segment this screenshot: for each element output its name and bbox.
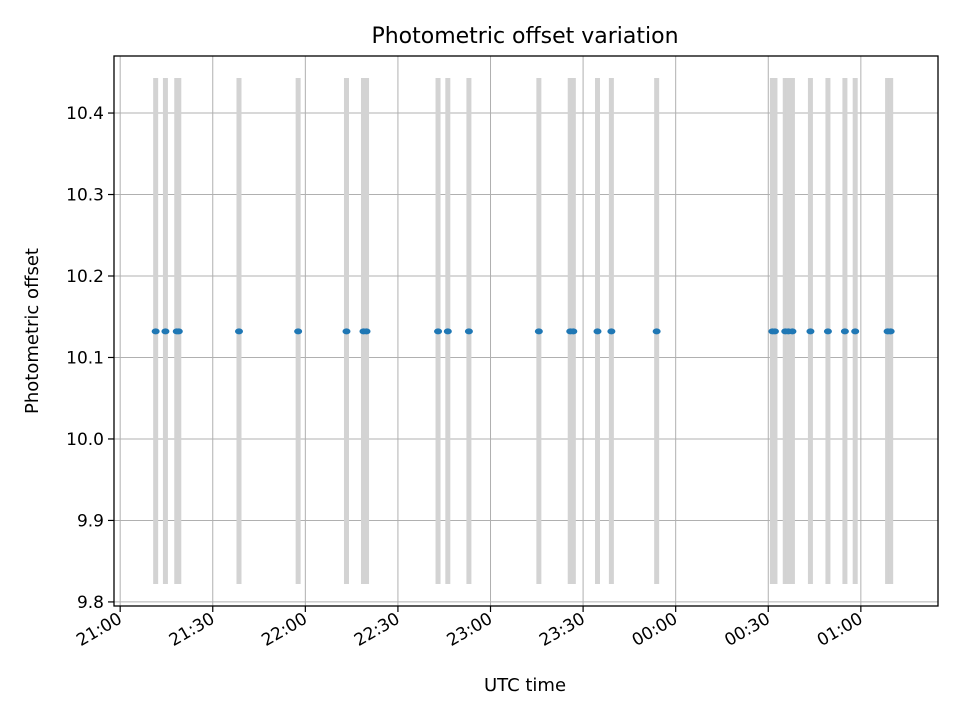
y-axis-label: Photometric offset <box>22 248 43 414</box>
data-point <box>823 328 832 335</box>
data-point <box>294 328 303 335</box>
data-point <box>151 328 160 335</box>
data-point <box>434 328 443 335</box>
data-point <box>534 328 543 335</box>
data-point <box>886 328 895 335</box>
data-point <box>161 328 170 335</box>
data-point <box>174 328 183 335</box>
chart-title: Photometric offset variation <box>371 24 678 49</box>
y-tick-label: 9.8 <box>77 593 104 613</box>
data-point <box>362 328 371 335</box>
data-point <box>443 328 452 335</box>
x-axis-label: UTC time <box>484 675 566 696</box>
data-point <box>840 328 849 335</box>
y-tick-label: 10.3 <box>66 186 104 206</box>
data-point <box>569 328 578 335</box>
data-point <box>593 328 602 335</box>
y-tick-label: 10.4 <box>66 104 104 124</box>
y-tick-label: 10.2 <box>66 267 104 287</box>
data-point <box>806 328 815 335</box>
data-point <box>342 328 351 335</box>
plot-frame <box>113 55 939 607</box>
data-point <box>770 328 779 335</box>
data-point <box>607 328 616 335</box>
y-axis-ticks: 9.8 9.9 10.0 10.1 10.2 10.3 10.4 <box>66 104 114 613</box>
data-point <box>851 328 860 335</box>
data-point <box>652 328 661 335</box>
data-point <box>464 328 473 335</box>
y-tick-label: 9.9 <box>77 511 104 531</box>
data-point <box>788 328 797 335</box>
y-tick-label: 10.1 <box>66 348 104 368</box>
grid-lines <box>114 56 938 606</box>
data-points <box>151 328 895 335</box>
data-point <box>234 328 243 335</box>
y-tick-label: 10.0 <box>66 430 104 450</box>
